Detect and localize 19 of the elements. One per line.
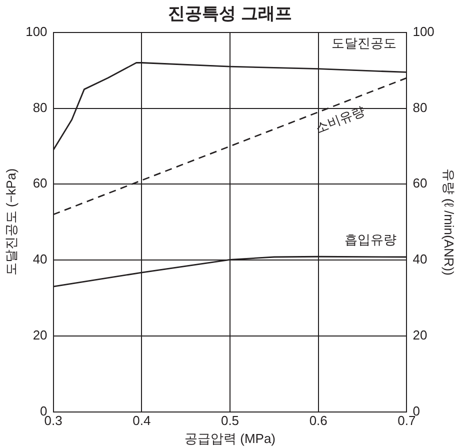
x-tick-label: 0.4 <box>132 413 151 428</box>
y2-tick-label: 40 <box>412 252 428 267</box>
series-label: 흡입유량 <box>344 232 397 248</box>
x-axis-title: 공급압력 (MPa) <box>184 430 276 446</box>
y2-tick-label: 80 <box>412 100 428 115</box>
y-axis-title: 도달진공도 (−kPa) <box>3 168 18 276</box>
y2-axis-title: 유량 (ℓ /min(ANR)) <box>442 168 457 276</box>
y-tick-label: 20 <box>32 328 48 342</box>
y-tick-label: 80 <box>32 100 48 115</box>
x-tick-label: 0.6 <box>309 413 328 428</box>
y-tick-label: 40 <box>32 252 48 267</box>
series-label: 도달진공도 <box>332 35 397 50</box>
x-tick-label: 0.5 <box>220 413 240 428</box>
y-tick-label: 100 <box>26 24 48 39</box>
y2-tick-label: 60 <box>412 176 428 191</box>
y2-tick-label: 20 <box>412 328 428 342</box>
chart-title: 진공특성 그래프 <box>168 4 292 23</box>
y2-tick-label: 100 <box>412 24 434 39</box>
y-tick-label: 60 <box>32 176 48 191</box>
